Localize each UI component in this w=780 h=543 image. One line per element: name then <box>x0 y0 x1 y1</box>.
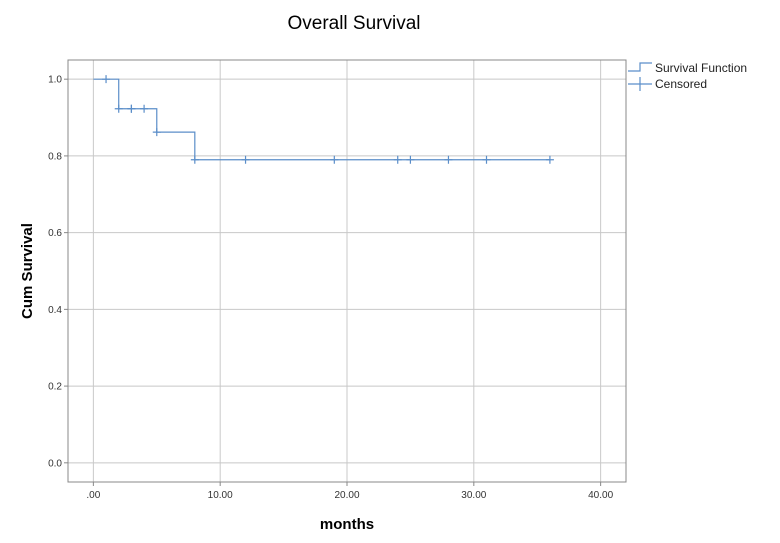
x-tick-label: 40.00 <box>588 490 613 501</box>
censored-marker <box>330 155 339 164</box>
grid <box>68 60 626 482</box>
x-tick-label: 20.00 <box>334 490 359 501</box>
legend-item-survival-function: Survival Function <box>628 61 747 75</box>
legend-cross-icon <box>628 77 652 91</box>
legend-step-icon <box>628 62 652 72</box>
y-tick-label: 0.4 <box>48 305 62 316</box>
censored-marker <box>444 155 453 164</box>
x-axis-ticks: .00 10.00 20.00 30.00 40.00 <box>86 482 614 501</box>
censored-marker <box>114 104 123 113</box>
y-axis-label: Cum Survival <box>19 223 36 319</box>
censored-marker <box>102 75 111 84</box>
x-axis-label: months <box>320 516 374 533</box>
legend-label-survival-function: Survival Function <box>655 61 747 75</box>
censored-marker <box>152 128 161 137</box>
censored-marker <box>393 155 402 164</box>
x-tick-label: .00 <box>86 490 100 501</box>
censored-marker <box>241 155 250 164</box>
y-tick-label: 0.0 <box>48 458 62 469</box>
legend-item-censored: Censored <box>628 77 707 91</box>
censored-marker <box>127 104 136 113</box>
censored-marker <box>545 155 554 164</box>
y-tick-label: 0.6 <box>48 228 62 239</box>
legend-label-censored: Censored <box>655 77 707 91</box>
survival-function-line <box>93 78 550 161</box>
censored-marker <box>190 155 199 164</box>
y-tick-label: 0.8 <box>48 151 62 162</box>
censored-marker <box>482 155 491 164</box>
legend: Survival Function Censored <box>628 61 747 91</box>
censored-marker <box>140 104 149 113</box>
y-tick-label: 0.2 <box>48 382 62 393</box>
y-axis-ticks: 0.0 0.2 0.4 0.6 0.8 1.0 <box>48 75 68 469</box>
censored-marker <box>406 155 415 164</box>
y-tick-label: 1.0 <box>48 75 62 86</box>
x-tick-label: 10.00 <box>208 490 233 501</box>
x-tick-label: 30.00 <box>461 490 486 501</box>
series-layer <box>93 75 554 164</box>
chart-title: Overall Survival <box>287 13 420 34</box>
